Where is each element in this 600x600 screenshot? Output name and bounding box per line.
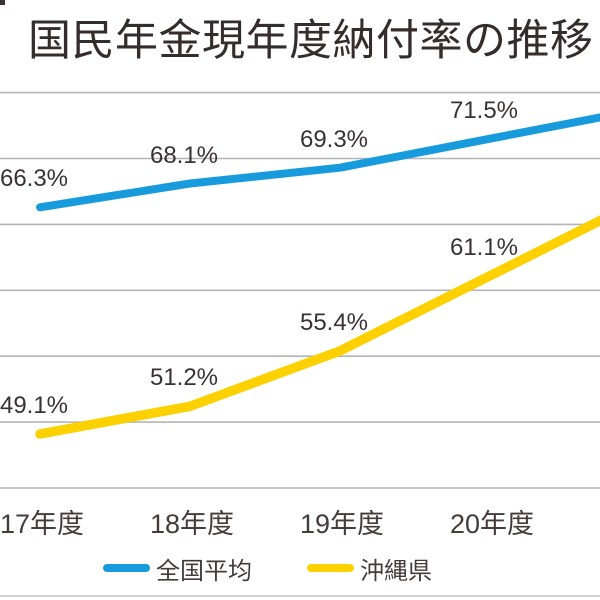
data-label: 55.4% <box>299 308 369 336</box>
legend-label-okinawa: 沖縄県 <box>360 557 432 585</box>
x-axis-label: 17年度 <box>0 509 85 539</box>
data-label: 51.2% <box>149 364 219 392</box>
x-axis-label: 18年度 <box>149 509 235 539</box>
data-label: 61.1% <box>449 233 519 261</box>
corner-crop-mark <box>0 0 5 5</box>
x-axis-label: 19年度 <box>299 509 385 539</box>
legend-item-national-average: 全国平均 <box>103 553 252 585</box>
data-label: 68.1% <box>149 141 219 169</box>
bottom-divider <box>0 595 600 597</box>
x-axis-label: 20年度 <box>449 509 535 539</box>
data-label: 66.3% <box>0 165 69 193</box>
data-label: 49.1% <box>0 391 69 419</box>
legend: 全国平均 沖縄県 <box>0 553 600 585</box>
okinawa-line-swatch <box>307 564 354 572</box>
legend-label-national-average: 全国平均 <box>156 557 252 585</box>
line-okinawa <box>35 215 600 439</box>
chart-title: 国民年金現年度納付率の推移 <box>28 17 594 65</box>
data-label: 71.5% <box>449 96 519 124</box>
national-average-line-swatch <box>103 564 150 572</box>
line-national-average <box>36 113 600 212</box>
legend-item-okinawa: 沖縄県 <box>307 553 432 585</box>
data-label: 69.3% <box>299 125 369 153</box>
